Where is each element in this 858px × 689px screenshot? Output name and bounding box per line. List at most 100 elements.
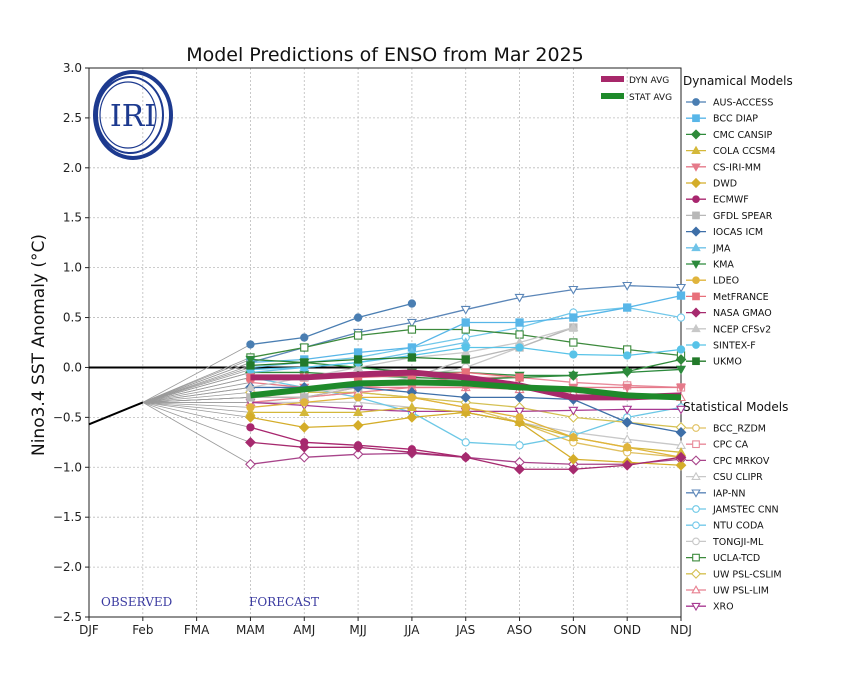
- legend-marker: [692, 114, 700, 123]
- connector-line: [142, 369, 251, 403]
- connector-line: [142, 372, 251, 403]
- legend-label: BCC_RZDM: [713, 424, 766, 435]
- legend-label: JAMSTEC CNN: [712, 505, 779, 516]
- legend-label: GFDL SPEAR: [713, 211, 773, 222]
- data-point: [622, 368, 633, 378]
- average-legend: DYN AVG STAT AVG: [601, 76, 672, 103]
- legend-item: BCC DIAP: [686, 114, 758, 125]
- iri-logo: IRI: [93, 70, 173, 160]
- legend-label: UKMO: [713, 357, 742, 368]
- legend-marker: [691, 242, 701, 252]
- legend-item: ECMWF: [686, 195, 749, 206]
- x-tick-label: Feb: [132, 623, 153, 637]
- data-point: [675, 383, 687, 393]
- connector-line: [142, 402, 251, 465]
- forecast-label: FORECAST: [249, 595, 319, 609]
- legend-marker: [691, 489, 701, 498]
- data-point: [675, 459, 687, 471]
- data-point: [353, 362, 364, 372]
- y-tick-label: −1.5: [53, 510, 82, 524]
- y-tick-label: 2.5: [63, 111, 82, 125]
- data-point: [567, 411, 579, 423]
- data-point: [569, 313, 578, 322]
- y-tick-label: 0.0: [63, 360, 82, 374]
- legend-label: KMA: [713, 260, 734, 271]
- legend-label: DYN AVG: [629, 76, 669, 86]
- legend-label: DWD: [713, 179, 737, 190]
- legend-item: UW PSL-LIM: [686, 585, 769, 597]
- y-tick-label: 0.5: [63, 311, 82, 325]
- data-point: [675, 365, 687, 375]
- data-point: [514, 463, 525, 475]
- series-nasa-gmao: [142, 402, 687, 475]
- data-point: [460, 451, 472, 463]
- legend-item: NASA GMAO: [686, 307, 772, 319]
- dynamical-legend: Dynamical Models AUS-ACCESS BCC DIAP CMC CA…: [683, 74, 793, 368]
- data-point: [298, 421, 310, 433]
- legend-marker: [692, 424, 700, 432]
- connector-line: [142, 377, 251, 403]
- data-point: [406, 446, 418, 458]
- legend-marker: [692, 537, 700, 546]
- legend-label: CPC CA: [713, 440, 749, 451]
- data-point: [300, 358, 309, 367]
- x-tick-label: OND: [613, 623, 641, 637]
- connector-line: [142, 392, 251, 403]
- legend-marker: [692, 357, 700, 366]
- legend-item: CMC CANSIP: [686, 129, 773, 141]
- series-ukmo: [142, 353, 470, 403]
- legend-label: XRO: [713, 602, 734, 613]
- data-point: [246, 423, 255, 432]
- data-point: [245, 382, 256, 392]
- legend-label: CMC CANSIP: [713, 130, 773, 141]
- data-point: [406, 411, 418, 423]
- legend-title: Statistical Models: [683, 400, 788, 414]
- data-point: [352, 448, 364, 460]
- legend-marker: [691, 602, 701, 612]
- legend-label: COLA CCSM4: [713, 146, 776, 157]
- data-point: [353, 407, 364, 417]
- connector-line: [142, 402, 251, 443]
- legend-item: NTU CODA: [686, 521, 764, 532]
- legend-label: TONGJI-ML: [712, 537, 764, 548]
- data-point: [567, 463, 579, 475]
- connector-line: [142, 387, 251, 403]
- data-point: [568, 322, 579, 332]
- data-point: [245, 436, 256, 448]
- data-point: [300, 398, 309, 407]
- legend-item: BCC_RZDM: [686, 424, 766, 435]
- data-point: [569, 433, 578, 442]
- legend-item: MetFRANCE: [686, 292, 769, 303]
- y-tick-label: −0.5: [53, 410, 82, 424]
- legend-marker: [692, 440, 700, 449]
- data-point: [353, 393, 363, 402]
- data-point: [353, 397, 364, 407]
- x-tick-label: DJF: [79, 623, 99, 637]
- logo-ring-mid: [96, 76, 164, 154]
- data-point: [407, 393, 417, 402]
- legend-item: DWD: [686, 177, 737, 190]
- legend-marker: [692, 211, 700, 220]
- legend-label: LDEO: [713, 276, 739, 287]
- legend-label: UW PSL-CSLIM: [713, 569, 782, 580]
- logo-ring-inner: [99, 81, 157, 149]
- grid-lines: [89, 68, 681, 617]
- y-tick-label: −1.0: [53, 460, 82, 474]
- legend-marker: [691, 145, 701, 154]
- data-point: [623, 303, 632, 312]
- data-point: [567, 453, 579, 465]
- data-point: [514, 392, 525, 403]
- legend-marker: [692, 505, 700, 513]
- y-tick-label: 1.5: [63, 211, 82, 225]
- data-point: [460, 406, 472, 418]
- data-point: [245, 355, 256, 365]
- logo-text: IRI: [110, 99, 156, 134]
- data-point: [622, 281, 633, 291]
- plot-area: [88, 281, 687, 475]
- data-point: [353, 348, 363, 357]
- average-line-dyn-avg: [250, 369, 682, 401]
- legend-label: UCLA-TCD: [713, 553, 760, 564]
- legend-label: CS-IRI-MM: [713, 162, 761, 173]
- legend-marker: [692, 553, 700, 562]
